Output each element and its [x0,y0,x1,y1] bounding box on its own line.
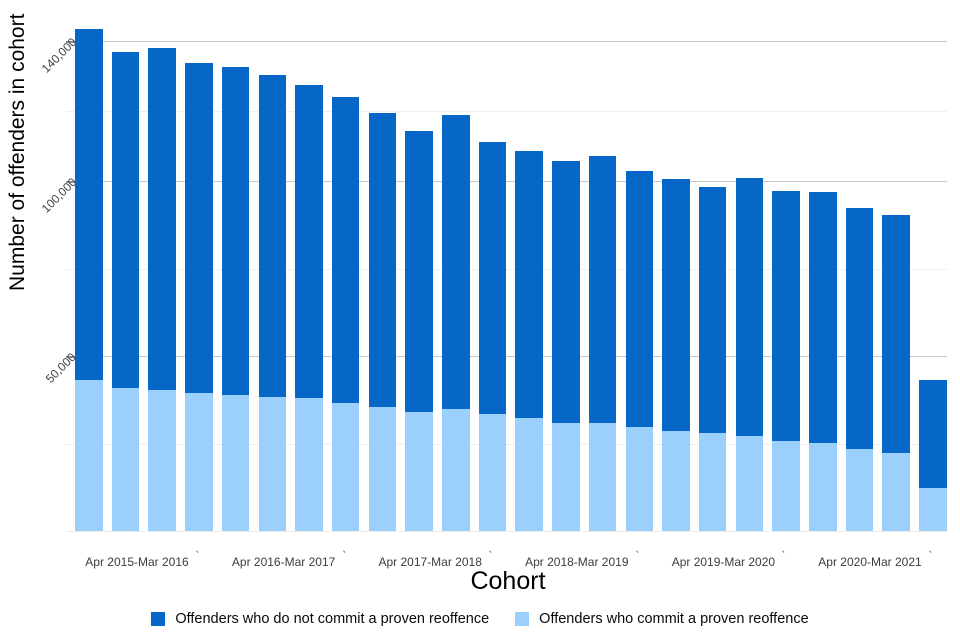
bar-segment-no-reoffence[interactable] [588,156,617,423]
y-axis-tick [66,355,75,358]
y-axis-title: Number of offenders in cohort [6,13,29,291]
bar-segment-reoffence[interactable] [221,394,250,531]
bar-segment-reoffence[interactable] [331,402,360,531]
bar-segment-no-reoffence[interactable] [515,150,543,418]
x-tick-label: Apr 2019-Mar 2020 [671,555,776,569]
y-tick-label: 50,000 [43,350,79,386]
bar-segment-reoffence[interactable] [185,393,213,531]
bar-segment-no-reoffence[interactable] [331,97,360,403]
major-gridline [66,181,947,182]
x-group-tick: ' [193,547,205,561]
bar-segment-no-reoffence[interactable] [111,51,140,388]
bar-segment-reoffence[interactable] [295,398,323,531]
bar-segment-no-reoffence[interactable] [845,207,874,450]
x-axis-baseline [66,531,947,532]
bar-segment-reoffence[interactable] [588,422,617,531]
bar-segment-no-reoffence[interactable] [882,214,910,453]
bar-segment-reoffence[interactable] [735,436,764,531]
legend-swatch-no-reoffence [151,612,166,626]
x-tick-label: Apr 2015-Mar 2016 [85,555,189,569]
legend-label-reoffence: Offenders who commit a proven reoffence [539,611,809,627]
x-group-tick: ' [926,547,938,561]
bar-segment-no-reoffence[interactable] [552,161,580,423]
bar-segment-no-reoffence[interactable] [442,114,470,409]
bar-segment-reoffence[interactable] [662,430,690,531]
minor-gridline [66,111,947,112]
bar-segment-reoffence[interactable] [625,427,653,531]
bar-segment-no-reoffence[interactable] [405,130,433,412]
bar-segment-reoffence[interactable] [442,408,470,531]
bar-segment-no-reoffence[interactable] [625,170,653,428]
x-tick-label: Apr 2017-Mar 2018 [378,555,482,569]
y-tick-label: 140,000 [38,35,79,76]
minor-gridline [66,443,947,445]
x-tick-label: Apr 2018-Mar 2019 [525,555,629,569]
bar-segment-reoffence[interactable] [405,412,433,531]
bar-segment-no-reoffence[interactable] [698,186,727,433]
major-gridline [66,356,947,357]
legend-item-reoffence[interactable]: Offenders who commit a proven reoffence [515,611,809,627]
bar-segment-no-reoffence[interactable] [809,191,837,444]
bar-segment-reoffence[interactable] [368,407,397,531]
bar-segment-reoffence[interactable] [478,414,507,531]
legend: Offenders who do not commit a proven reo… [0,611,960,627]
bar-segment-no-reoffence[interactable] [735,177,764,437]
bar-segment-no-reoffence[interactable] [148,48,176,390]
bar-segment-reoffence[interactable] [111,387,140,531]
x-group-tick: ' [340,547,352,561]
bar-segment-no-reoffence[interactable] [295,85,323,398]
bar-segment-no-reoffence[interactable] [919,380,947,488]
x-group-tick: ' [486,547,498,561]
y-axis-tick [66,180,75,183]
bar-segment-no-reoffence[interactable] [185,63,213,394]
bar-segment-no-reoffence[interactable] [772,191,800,442]
y-tick-label: 100,000 [38,175,79,216]
bar-segment-reoffence[interactable] [552,422,580,531]
bar-segment-reoffence[interactable] [845,449,874,531]
legend-label-no-reoffence: Offenders who do not commit a proven reo… [175,611,490,627]
x-axis-title: Cohort [470,567,546,595]
bar-segment-reoffence[interactable] [75,380,103,531]
bar-segment-no-reoffence[interactable] [221,66,250,395]
major-gridline [66,41,947,42]
x-tick-label: Apr 2016-Mar 2017 [231,555,336,569]
bar-segment-reoffence[interactable] [919,487,947,531]
legend-swatch-reoffence [515,612,530,626]
bar-segment-no-reoffence[interactable] [662,178,690,431]
bar-segment-reoffence[interactable] [698,433,727,531]
bar-segment-reoffence[interactable] [882,452,910,531]
bar-segment-no-reoffence[interactable] [258,74,286,397]
minor-gridline [66,268,947,270]
bar-segment-reoffence[interactable] [258,396,286,531]
bar-segment-reoffence[interactable] [772,441,800,531]
bar-segment-reoffence[interactable] [148,389,176,531]
bar-segment-reoffence[interactable] [515,417,543,531]
x-tick-label: Apr 2020-Mar 2021 [818,555,922,569]
legend-item-no-reoffence[interactable]: Offenders who do not commit a proven reo… [151,611,489,627]
bar-segment-reoffence[interactable] [809,443,837,531]
x-group-tick: ' [633,547,645,561]
bar-segment-no-reoffence[interactable] [75,29,103,381]
y-axis-tick [66,40,75,43]
bar-segment-no-reoffence[interactable] [368,113,397,408]
x-group-tick: ' [780,547,791,561]
bar-segment-no-reoffence[interactable] [478,142,507,415]
